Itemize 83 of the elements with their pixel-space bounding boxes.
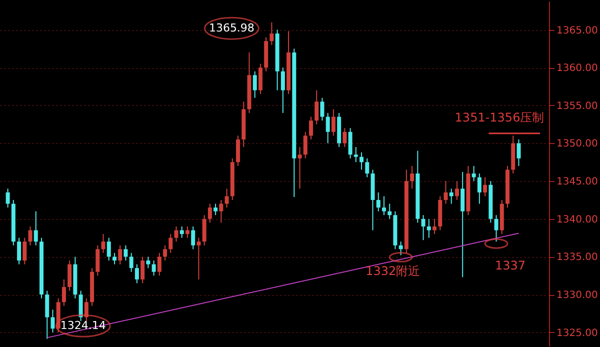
- candlestick: [360, 152, 364, 170]
- y-tick-label: 1355.00: [556, 100, 598, 112]
- candlestick: [388, 203, 392, 220]
- candlestick: [314, 90, 319, 125]
- candlestick: [449, 188, 454, 204]
- candlestick: [280, 67, 285, 114]
- candlestick: [106, 237, 111, 262]
- candlestick: [124, 244, 128, 262]
- candlestick: [494, 214, 498, 242]
- candlestick: [28, 226, 32, 246]
- y-tick-label: 1340.00: [556, 214, 598, 226]
- candlestick: [68, 260, 72, 292]
- y-tick-label: 1360.00: [556, 63, 598, 74]
- candlestick: [365, 158, 370, 178]
- candlestick: [258, 63, 262, 95]
- candlestick: [326, 112, 330, 144]
- candlestick: [252, 70, 257, 98]
- candlestick: [101, 234, 106, 254]
- candlestick: [219, 199, 224, 224]
- candlestick: [382, 196, 386, 216]
- y-tick-label: 1325.00: [556, 328, 598, 339]
- ref-line-label: 1351-1356压制: [454, 110, 544, 124]
- candlestick: [454, 180, 459, 200]
- annotation: 1332附近: [366, 264, 420, 278]
- candlestick: [50, 309, 55, 333]
- candlestick: [236, 135, 240, 166]
- candlestick: [146, 256, 150, 269]
- candlestick: [168, 234, 173, 254]
- y-tick-label: 1335.00: [556, 252, 598, 264]
- candlestick: [6, 188, 10, 208]
- candlestick: [516, 138, 521, 166]
- candlestick: [460, 171, 465, 278]
- candlestick: [62, 278, 66, 306]
- candlestick: [134, 264, 139, 284]
- candlestick: [17, 237, 22, 265]
- candlestick: [174, 226, 178, 242]
- candlestick: [96, 244, 100, 276]
- candlestick: [208, 203, 212, 224]
- candlestick: [426, 218, 431, 238]
- annotation: 1337: [495, 258, 526, 273]
- annotation: 1324.14: [60, 318, 106, 332]
- candlestick: [483, 176, 488, 197]
- candlestick: [118, 244, 122, 265]
- candlestick: [410, 165, 414, 190]
- candlestick: [196, 237, 201, 280]
- candlestick: [34, 210, 38, 246]
- candlestick: [22, 237, 27, 265]
- annotation: 1365.98: [208, 21, 254, 34]
- candlestick: [180, 226, 184, 238]
- candlestick: [112, 252, 116, 265]
- candlestick: [129, 252, 134, 272]
- candlestick: [432, 218, 437, 235]
- candlestick: [84, 298, 88, 322]
- candlestick: [303, 131, 308, 159]
- y-tick-label: 1350.00: [556, 138, 598, 150]
- y-tick-label: 1365.00: [556, 25, 598, 36]
- candlestick: [298, 146, 302, 190]
- candlestick: [191, 226, 196, 250]
- candlestick: [224, 188, 229, 208]
- candlestick: [398, 241, 403, 256]
- candlestick: [78, 290, 83, 322]
- candlestick: [152, 260, 156, 276]
- y-tick-label: 1345.00: [556, 176, 598, 188]
- candlestick: [45, 290, 50, 340]
- candlestick: [140, 256, 145, 284]
- candlestick: [376, 192, 380, 212]
- candlestick: [342, 128, 347, 148]
- candlestick: [331, 108, 336, 136]
- candlestick: [472, 165, 476, 182]
- candlestick: [320, 97, 324, 122]
- candlestick: [444, 180, 448, 204]
- candlestick: [348, 128, 352, 159]
- candlestick: [185, 226, 190, 238]
- candlestick: [270, 22, 274, 46]
- candlestick: [308, 116, 313, 140]
- candlestick: [163, 244, 168, 262]
- candlestick: [421, 214, 426, 241]
- candlestick: [477, 173, 482, 204]
- candlestick: [214, 203, 218, 216]
- candlestick: [354, 146, 358, 163]
- candlestick: [202, 214, 206, 246]
- y-tick-label: 1330.00: [556, 290, 598, 302]
- candlestick: [157, 252, 162, 276]
